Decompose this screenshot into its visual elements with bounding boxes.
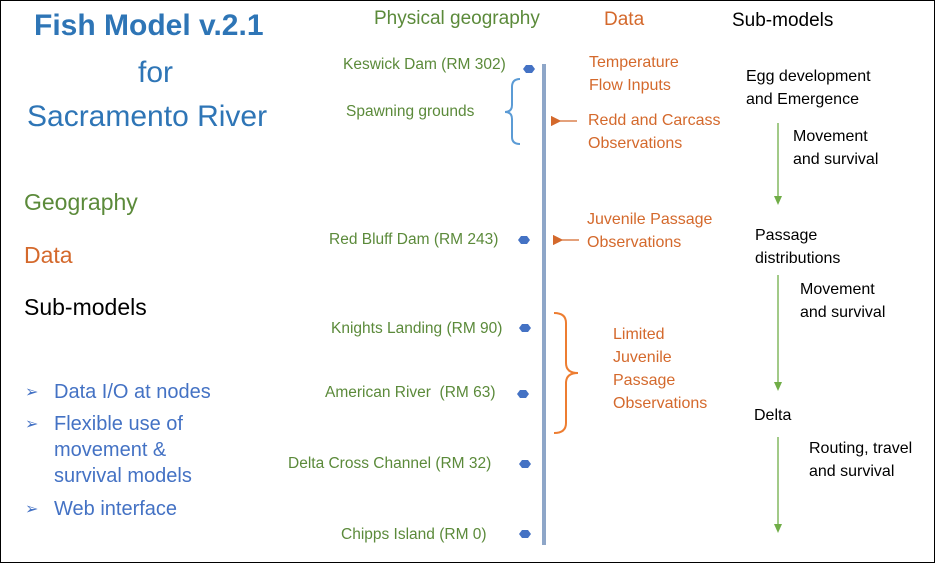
submodel-egg-line2: and Emergence — [746, 91, 859, 108]
data-temperature-flow: Temperature Flow Inputs — [589, 51, 679, 97]
node-red-bluff-dam: Red Bluff Dam (RM 243) — [329, 231, 499, 248]
hexagon-node-icon — [523, 65, 535, 73]
spawning-bracket — [504, 78, 521, 145]
title-line-3: Sacramento River — [27, 100, 268, 133]
submodel-move1-line2: and survival — [793, 151, 879, 168]
submodel-passage-line1: Passage — [755, 227, 818, 244]
feature-text-2b: movement & — [54, 439, 167, 461]
node-american-river: American River (RM 63) — [325, 384, 496, 401]
arrow-bullet-icon: ➢ — [25, 501, 39, 518]
submodel-move2-line1: Movement — [800, 281, 875, 298]
feature-text-2a: Flexible use of — [54, 413, 183, 435]
feature-text-1: Data I/O at nodes — [54, 381, 211, 403]
hexagon-node-icon — [519, 530, 531, 538]
arrow-bullet-icon: ➢ — [25, 416, 39, 433]
node-chipps-island: Chipps Island (RM 0) — [341, 526, 487, 543]
node-spawning-grounds: Spawning grounds — [346, 103, 475, 120]
data-flow-inputs: Flow Inputs — [589, 77, 671, 94]
submodel-routing-line1: Routing, travel — [809, 440, 913, 457]
title-line-1: Fish Model v.2.1 — [34, 9, 264, 42]
arrow-bullet-icon: ➢ — [25, 384, 39, 401]
submodel-routing: Routing, travel and survival — [809, 437, 912, 483]
submodel-routing-line2: and survival — [809, 463, 895, 480]
data-temperature: Temperature — [589, 54, 679, 71]
data-limited-line4: Observations — [613, 395, 708, 412]
flow-arrow-3-head — [774, 524, 782, 533]
flow-arrow-1-head — [774, 196, 782, 205]
submodel-delta: Delta — [754, 407, 792, 424]
data-redd-line2: Observations — [588, 135, 683, 152]
submodel-movement-1: Movement and survival — [793, 125, 878, 171]
data-redd-carcass: Redd and Carcass Observations — [588, 109, 721, 155]
data-limited-line3: Passage — [613, 372, 676, 389]
data-limited-observations: Limited Juvenile Passage Observations — [613, 323, 707, 415]
feature-text-2c: survival models — [54, 465, 192, 487]
data-juvenile-passage: Juvenile Passage Observations — [587, 208, 712, 254]
submodel-egg-line1: Egg development — [746, 68, 871, 85]
flow-arrow-2-head — [774, 382, 782, 391]
submodel-move2-line2: and survival — [800, 304, 886, 321]
hexagon-node-icon — [517, 390, 529, 398]
legend-data: Data — [24, 242, 73, 268]
data-juvenile-line2: Observations — [587, 234, 682, 251]
submodel-move1-line1: Movement — [793, 128, 868, 145]
submodel-movement-2: Movement and survival — [800, 278, 885, 324]
hexagon-node-icon — [519, 460, 531, 468]
title-line-2: for — [138, 56, 174, 89]
submodel-passage-distributions: Passage distributions — [755, 224, 840, 270]
header-submodels: Sub-models — [732, 10, 834, 31]
submodel-egg-development: Egg development and Emergence — [746, 65, 871, 111]
hexagon-node-icon — [518, 236, 530, 244]
header-data: Data — [604, 9, 645, 30]
data-redd-line1: Redd and Carcass — [588, 112, 721, 129]
legend-geography: Geography — [24, 189, 138, 215]
legend-submodels: Sub-models — [24, 294, 147, 320]
hexagon-node-icon — [519, 324, 531, 332]
data-limited-line1: Limited — [613, 326, 665, 343]
node-keswick-dam: Keswick Dam (RM 302) — [343, 56, 506, 73]
node-knights-landing: Knights Landing (RM 90) — [331, 320, 503, 337]
data-limited-line2: Juvenile — [613, 349, 672, 366]
submodel-passage-line2: distributions — [755, 250, 841, 267]
header-physical-geography: Physical geography — [374, 8, 540, 29]
limited-obs-bracket — [553, 312, 579, 434]
node-delta-cross-channel: Delta Cross Channel (RM 32) — [288, 455, 492, 472]
data-juvenile-line1: Juvenile Passage — [587, 211, 713, 228]
feature-text-3: Web interface — [54, 498, 178, 520]
